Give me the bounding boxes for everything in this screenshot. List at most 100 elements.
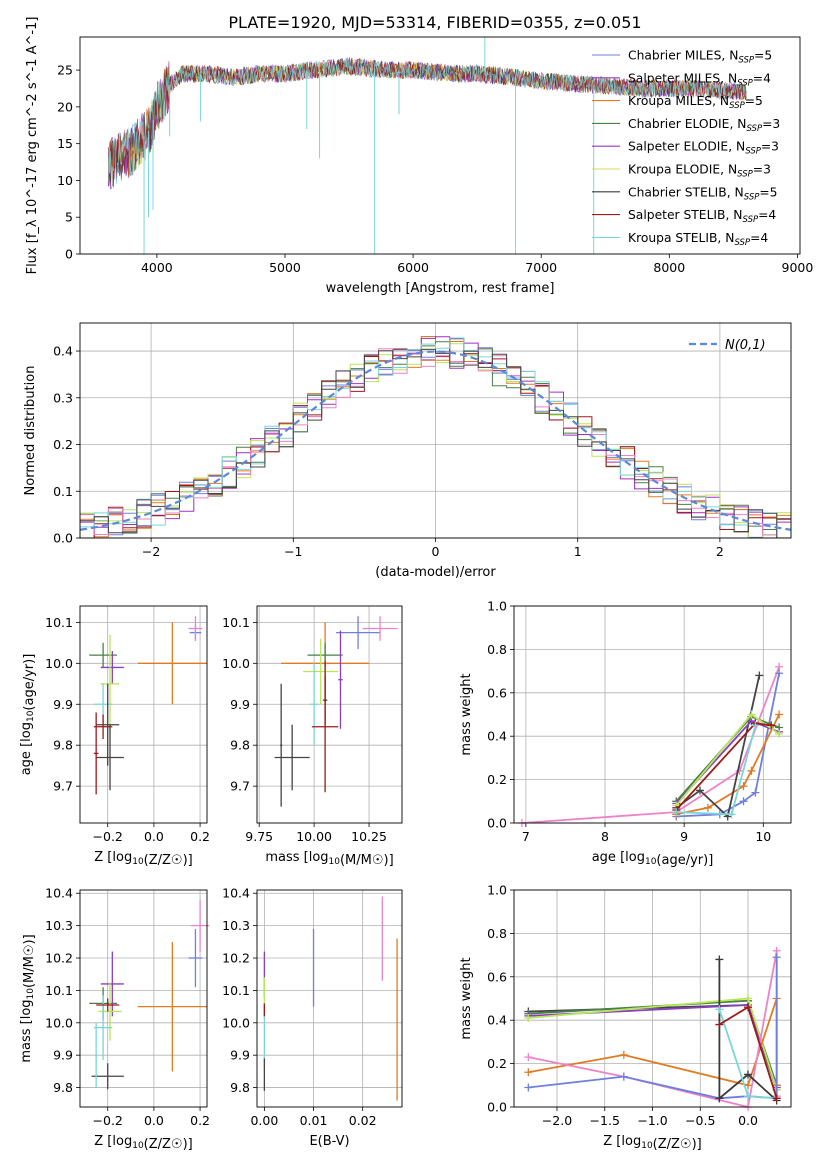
axes-frame: [79, 605, 208, 824]
y-tick-label: 10.1: [222, 983, 250, 998]
y-tick-label: 0.6: [487, 685, 507, 700]
weight-point-marker: [735, 766, 744, 775]
x-tick-label: 0.02: [349, 1113, 377, 1128]
y-tick-label: 25: [57, 63, 73, 78]
y-tick-label: 9.7: [230, 779, 250, 794]
weight-point-marker: [672, 808, 681, 817]
y-tick-label: 10: [57, 173, 73, 188]
weight-series-line: [718, 959, 778, 1102]
x-tick-label: 2: [716, 544, 724, 559]
axes-frame: [79, 889, 208, 1108]
y-tick-label: 9.8: [53, 1080, 73, 1095]
weight-point-marker: [715, 1005, 724, 1014]
y-tick-label: 15: [57, 136, 73, 151]
y-axis-label: mass [log10(M/M☉)]: [19, 934, 37, 1062]
y-tick-label: 9.8: [230, 738, 250, 753]
y-tick-label: 0.0: [487, 816, 507, 831]
weight-point-marker: [739, 797, 748, 806]
y-tick-label: 10.1: [45, 983, 73, 998]
y-tick-label: 0.3: [53, 390, 73, 405]
x-tick-label: 10.25: [351, 829, 387, 844]
x-tick-label: 0.2: [190, 829, 210, 844]
y-tick-label: 1.0: [487, 599, 507, 614]
y-tick-label: 0.0: [53, 531, 73, 546]
weight-point-marker: [772, 953, 781, 962]
weight-point-marker: [775, 730, 784, 739]
y-tick-label: 10.0: [222, 656, 250, 671]
legend-entry-label: Chabrier STELIB, NSSP=5: [628, 185, 778, 202]
legend-entry-label: Kroupa STELIB, NSSP=4: [628, 231, 768, 248]
y-tick-label: 9.9: [230, 697, 250, 712]
weight-point-marker: [524, 1053, 533, 1062]
x-tick-label: 0.0: [144, 1113, 164, 1128]
weight-point-marker: [715, 955, 724, 964]
weight-point-marker: [524, 1014, 533, 1023]
x-tick-label: 10.00: [296, 829, 332, 844]
age-vs-mass-panel: 9.75 10.00 10.25 9.7 9.8 9.9 10.0 10.1 mass [log…: [222, 605, 403, 868]
histogram-series: [80, 348, 791, 538]
residuals-plot-area: [80, 336, 791, 538]
legend-entry-label: Kroupa MILES, NSSP=5: [628, 94, 763, 111]
y-tick-label: 0.4: [487, 1013, 507, 1028]
weight-point-marker: [524, 1068, 533, 1077]
y-tick-label: 10.3: [45, 918, 73, 933]
residuals-panel: −2 −1 0 1 2 0.0 0.1 0.2 0.3 0.4 (data-model)/error…: [23, 322, 792, 580]
y-axis-label: age [log10(age/yr)]: [19, 654, 37, 776]
y-tick-label: 10.1: [45, 615, 73, 630]
y-axis-label: Flux [f_λ 10^-17 erg cm^-2 s^-1 A^-1]: [25, 17, 40, 275]
x-tick-label: −0.5: [685, 1113, 715, 1128]
y-tick-label: 0.0: [487, 1100, 507, 1115]
x-tick-label: 0.01: [300, 1113, 328, 1128]
x-tick-label: 9000: [782, 260, 814, 275]
weight-series-line: [521, 666, 780, 824]
figure-title: PLATE=1920, MJD=53314, FIBERID=0355, z=0…: [228, 13, 641, 32]
x-axis-label: Z [log10(Z/Z☉)]: [94, 850, 192, 868]
axes-frame: [256, 889, 403, 1108]
weight-point-marker: [747, 710, 756, 719]
legend-entry-label: Salpeter ELODIE, NSSP=3: [628, 140, 779, 157]
massweight-vs-Z-panel: −2.0 −1.5 −1.0 −0.5 0.0 0.0 0.2 0.4 0.6 0.8 1.0 Z […: [459, 883, 792, 1152]
y-tick-label: 10.1: [222, 615, 250, 630]
x-tick-label: −0.2: [93, 829, 123, 844]
x-axis-label: mass [log10(M/M☉)]: [265, 850, 393, 868]
y-tick-label: 9.8: [230, 1080, 250, 1095]
axes-frame: [513, 605, 792, 824]
x-tick-label: −1.5: [590, 1113, 620, 1128]
y-tick-label: 10.0: [45, 1015, 73, 1030]
x-tick-label: 1: [574, 544, 582, 559]
y-tick-label: 20: [57, 99, 73, 114]
weight-point-marker: [715, 1020, 724, 1029]
x-tick-label: 9.75: [245, 829, 273, 844]
y-axis-label: mass weight: [459, 957, 474, 1039]
x-axis-label: E(B-V): [309, 1134, 349, 1149]
massweight-vs-age-panel: 7 8 9 10 0.0 0.2 0.4 0.6 0.8 1.0 age [log10(age/yr…: [459, 599, 792, 868]
x-tick-label: −2: [142, 544, 160, 559]
mass-vs-EBV-panel: 0.00 0.01 0.02 9.8 9.9 10.0 10.1 10.2 10.3 10.4 E(…: [222, 886, 403, 1149]
y-tick-label: 0.4: [53, 344, 73, 359]
legend-entry-label: Chabrier ELODIE, NSSP=3: [628, 117, 780, 134]
weight-point-marker: [715, 1094, 724, 1103]
y-axis-label: mass weight: [459, 673, 474, 755]
y-tick-label: 0.2: [487, 772, 507, 787]
y-tick-label: 0.2: [487, 1056, 507, 1071]
x-axis-label: Z [log10(Z/Z☉)]: [94, 1134, 192, 1152]
y-tick-label: 0.1: [53, 484, 73, 499]
x-tick-label: 5000: [269, 260, 301, 275]
y-tick-label: 9.9: [53, 697, 73, 712]
axes-frame: [513, 889, 792, 1108]
weight-point-marker: [767, 721, 776, 730]
x-tick-label: 6000: [397, 260, 429, 275]
x-tick-label: 4000: [141, 260, 173, 275]
mass-vs-Z-panel: −0.2 0.0 0.2 9.8 9.9 10.0 10.1 10.2 10.3 10.4 Z [l…: [19, 886, 210, 1152]
weight-point-marker: [755, 671, 764, 680]
weight-point-marker: [772, 1094, 781, 1103]
weight-point-marker: [744, 1092, 753, 1101]
y-tick-label: 10.0: [45, 656, 73, 671]
y-tick-label: 9.8: [53, 738, 73, 753]
spectrum-line: [107, 58, 747, 184]
y-tick-label: 0.8: [487, 642, 507, 657]
weight-point-marker: [744, 1070, 753, 1079]
y-tick-label: 5: [65, 210, 73, 225]
x-tick-label: −1: [284, 544, 302, 559]
